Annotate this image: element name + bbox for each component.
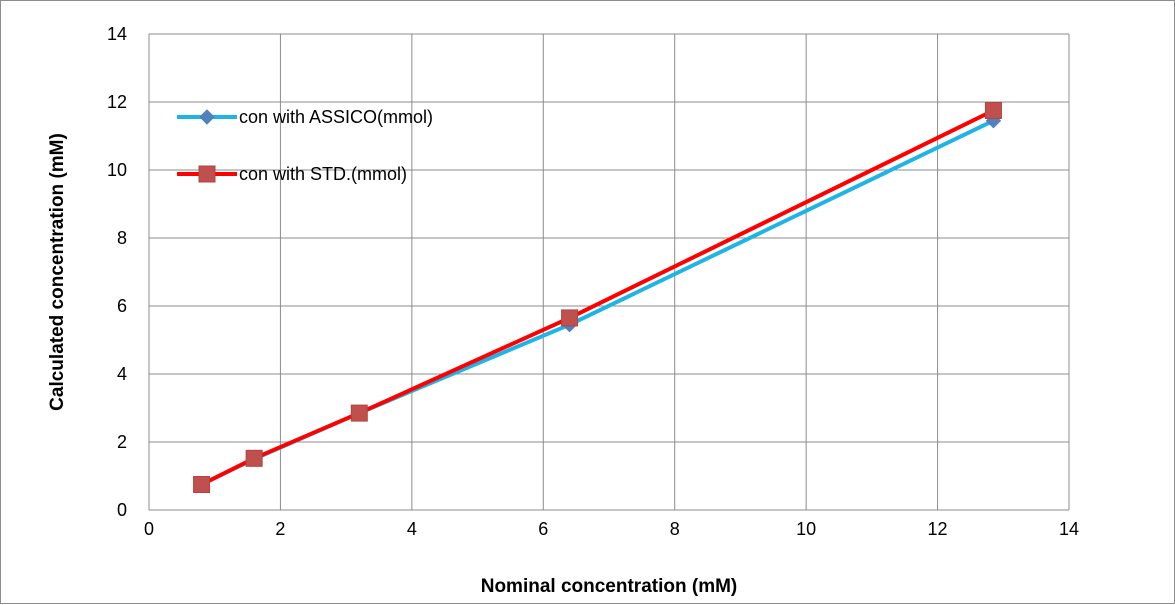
x-tick-label: 0 xyxy=(144,519,154,539)
tick-labels: 0 2 4 6 8 10 12 14 0 2 4 6 8 10 12 14 xyxy=(107,24,1079,539)
y-tick-label: 0 xyxy=(117,500,127,520)
y-tick-label: 12 xyxy=(107,92,127,112)
legend: con with ASSICO(mmol) con with STD.(mmol… xyxy=(177,107,433,184)
data-point-series-1 xyxy=(350,404,368,422)
x-tick-label: 2 xyxy=(275,519,285,539)
legend-marker-0 xyxy=(199,109,215,125)
y-tick-label: 10 xyxy=(107,160,127,180)
y-tick-label: 2 xyxy=(117,432,127,452)
y-tick-label: 14 xyxy=(107,24,127,44)
series-lines xyxy=(193,102,1002,493)
legend-marker-1 xyxy=(198,165,216,183)
x-tick-label: 6 xyxy=(538,519,548,539)
x-axis-title: Nominal concentration (mM) xyxy=(481,576,738,597)
legend-label-assico: con with ASSICO(mmol) xyxy=(239,107,433,127)
y-tick-label: 4 xyxy=(117,364,127,384)
gridlines xyxy=(148,33,1070,511)
x-tick-label: 8 xyxy=(670,519,680,539)
y-tick-label: 6 xyxy=(117,296,127,316)
x-tick-label: 12 xyxy=(928,519,948,539)
x-tick-label: 14 xyxy=(1059,519,1079,539)
legend-label-std: con with STD.(mmol) xyxy=(239,164,407,184)
y-tick-label: 8 xyxy=(117,228,127,248)
data-point-series-1 xyxy=(193,476,211,493)
data-point-series-1 xyxy=(561,309,579,327)
x-tick-label: 10 xyxy=(796,519,816,539)
x-tick-label: 4 xyxy=(407,519,417,539)
data-point-series-1 xyxy=(984,102,1002,119)
y-axis-title: Calculated concentration (mM) xyxy=(47,133,68,411)
data-point-series-1 xyxy=(245,449,263,467)
